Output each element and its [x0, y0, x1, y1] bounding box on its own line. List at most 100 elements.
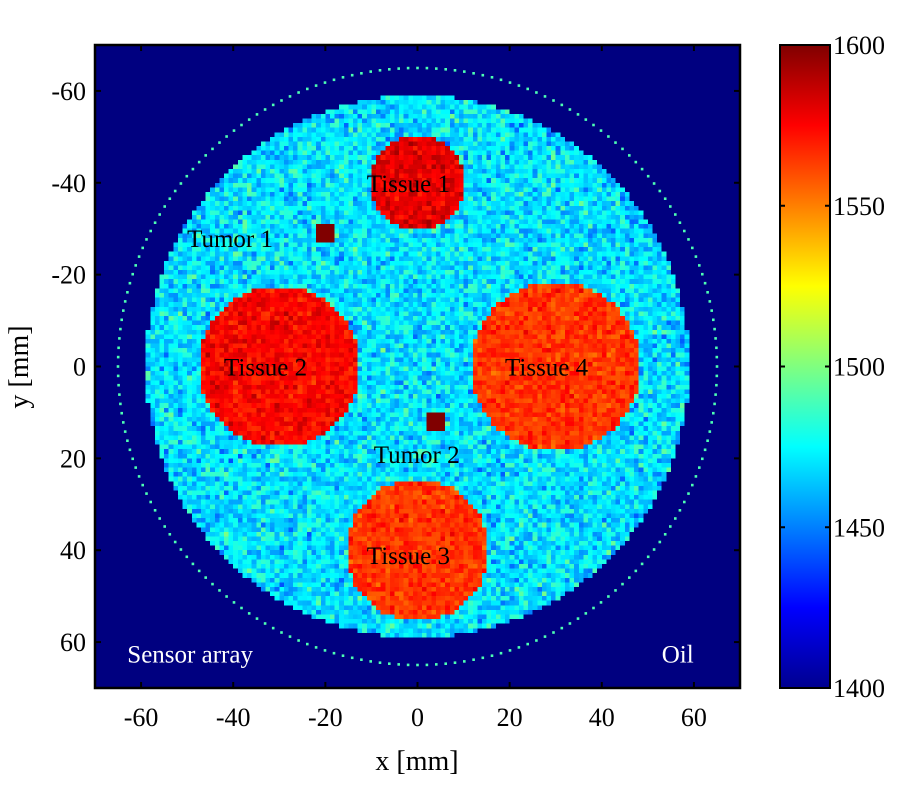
- sensor-element: [149, 229, 152, 233]
- sensor-element: [179, 548, 183, 551]
- colorbar-tick-label: 1400: [833, 674, 885, 703]
- sensor-element: [255, 113, 259, 116]
- sensor-element: [247, 612, 251, 615]
- sensor-element: [634, 569, 638, 573]
- sensor-element: [614, 141, 617, 144]
- sensor-element: [360, 72, 363, 75]
- sensor-element: [710, 421, 713, 424]
- sensor-element: [543, 635, 547, 638]
- sensor-element: [646, 174, 650, 178]
- sensor-element: [211, 582, 214, 586]
- annotation-oil: Oil: [662, 642, 694, 669]
- sensor-element: [191, 562, 195, 566]
- sensor-element: [599, 129, 603, 132]
- sensor-element: [543, 95, 547, 98]
- sensor-element: [481, 656, 485, 660]
- sensor-element: [715, 355, 719, 359]
- sensor-element: [683, 500, 686, 504]
- sensor-element: [118, 337, 121, 340]
- sensor-element: [218, 141, 221, 144]
- sensor-element: [592, 606, 595, 610]
- x-axis-label: x [mm]: [375, 746, 458, 777]
- sensor-element: [255, 617, 259, 620]
- sensor-element: [628, 154, 631, 157]
- sensor-element: [691, 246, 694, 250]
- sensor-element: [280, 631, 283, 634]
- sensor-element: [703, 281, 707, 285]
- sensor-element: [706, 439, 709, 442]
- sensor-element: [378, 661, 382, 664]
- sensor-element: [674, 517, 677, 520]
- sensor-element: [652, 182, 656, 185]
- sensor-element: [173, 189, 177, 193]
- sensor-element: [607, 595, 610, 598]
- sensor-element: [712, 318, 715, 322]
- sensor-element: [240, 606, 243, 610]
- sensor-element: [126, 439, 129, 442]
- sensor-element: [173, 540, 177, 544]
- sensor-element: [710, 309, 713, 312]
- sensor-element: [687, 492, 690, 495]
- sensor-element: [232, 601, 236, 604]
- sensor-element: [687, 238, 690, 241]
- sensor-element: [280, 99, 283, 102]
- sensor-element: [674, 213, 677, 216]
- sensor-element: [499, 78, 503, 82]
- sensor-element: [694, 255, 698, 258]
- sensor-element: [568, 622, 572, 625]
- sensor-element: [185, 555, 189, 559]
- sensor-element: [560, 103, 564, 107]
- sensor-element: [360, 658, 363, 661]
- sensor-element: [694, 475, 698, 478]
- sensor-element: [453, 69, 457, 72]
- y-tick-label: -60: [51, 77, 86, 106]
- colorbar-tick-label: 1450: [833, 513, 885, 542]
- colorbar-tick-label: 1600: [833, 31, 885, 60]
- sensor-element: [314, 84, 318, 87]
- sensor-element: [406, 663, 410, 667]
- sensor-element: [350, 73, 354, 77]
- sensor-element: [701, 272, 704, 276]
- sensor-element: [678, 509, 682, 512]
- sensor-element: [141, 483, 144, 487]
- sensor-element: [306, 87, 309, 91]
- sensor-element: [663, 197, 667, 200]
- sensor-element: [698, 264, 701, 267]
- x-tick-label: -40: [216, 703, 251, 732]
- sensor-element: [116, 355, 120, 359]
- sensor-element: [481, 73, 485, 77]
- sensor-element: [197, 569, 201, 573]
- sensor-element: [701, 457, 704, 461]
- x-tick-label: 0: [411, 703, 424, 732]
- sensor-element: [163, 205, 166, 208]
- sensor-element: [168, 197, 172, 200]
- sensor-element: [158, 517, 161, 520]
- annotation-tissue-3: Tissue 3: [367, 543, 450, 570]
- sensor-element: [592, 123, 595, 127]
- sensor-element: [158, 213, 161, 216]
- sensor-element: [247, 118, 251, 121]
- sensor-element: [712, 411, 715, 415]
- sensor-element: [123, 430, 127, 433]
- sensor-element: [388, 68, 391, 71]
- sensor-element: [145, 492, 148, 495]
- sensor-element: [297, 639, 300, 642]
- y-ticks: -60 -40 -20 0 20 40 60: [51, 77, 740, 657]
- sensor-element: [658, 540, 662, 544]
- sensor-element: [490, 654, 494, 657]
- sensor-element: [614, 589, 617, 592]
- sensor-element: [240, 123, 243, 127]
- x-tick-label: -20: [308, 703, 343, 732]
- y-tick-label: 0: [73, 353, 86, 382]
- sensor-element: [263, 622, 267, 625]
- sensor-element: [306, 642, 309, 646]
- annotation-tissue-4: Tissue 4: [505, 355, 589, 382]
- sensor-element: [435, 67, 438, 70]
- sensor-element: [288, 635, 292, 638]
- sensor-element: [117, 383, 120, 387]
- sensor-element: [116, 374, 120, 378]
- sensor-element: [621, 582, 624, 586]
- sensor-element: [584, 118, 588, 121]
- sensor-element: [425, 663, 429, 667]
- sensor-element: [425, 66, 429, 70]
